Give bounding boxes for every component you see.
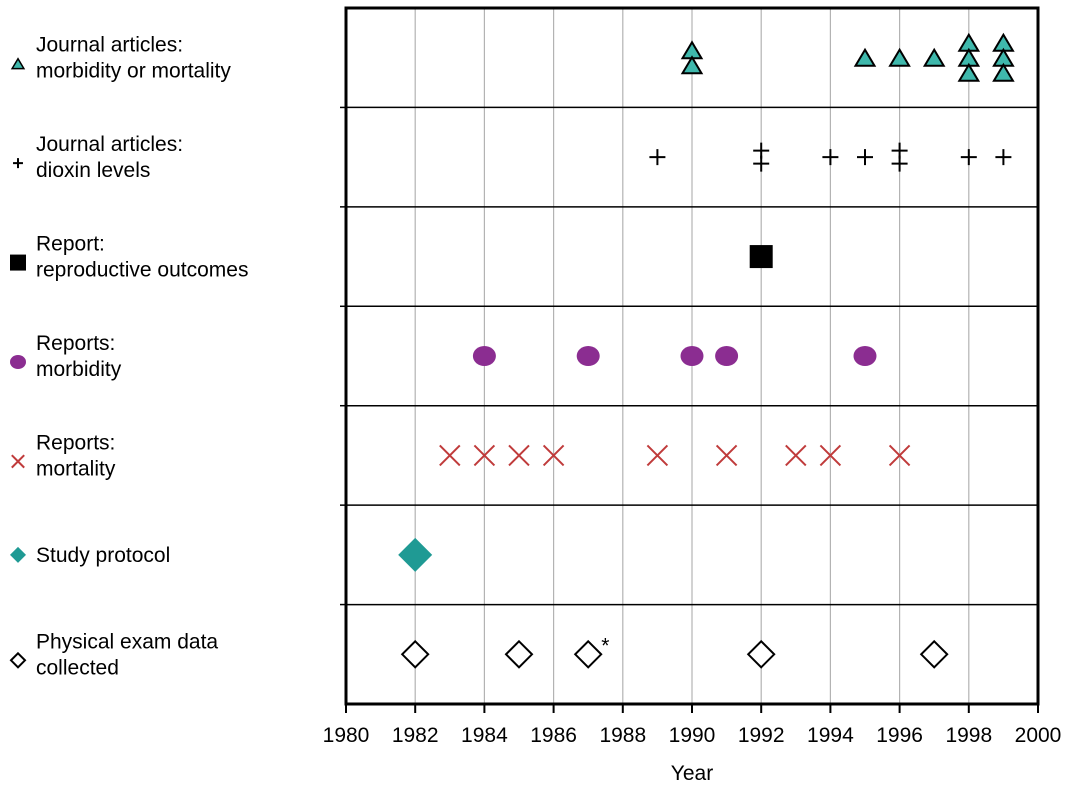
series-2-point-1995 <box>857 149 873 166</box>
series-5-point-1989 <box>646 444 669 467</box>
x-tick-label-1988: 1988 <box>599 724 646 747</box>
series-5-label-line-2: mortality <box>36 457 116 480</box>
series-6-legend-marker <box>10 546 26 563</box>
series-1-point-1995 <box>853 47 877 67</box>
series-2-label-line-2: dioxin levels <box>36 159 150 182</box>
x-tick-label-1998: 1998 <box>945 724 992 747</box>
series-2-point-1994 <box>822 149 839 166</box>
series-5-point-1996 <box>888 444 911 467</box>
series-4-legend-marker <box>10 355 26 369</box>
series-6-label-line-1: Study protocol <box>36 544 170 567</box>
series-2-legend-marker <box>13 158 23 169</box>
series-4-point-1984 <box>472 346 496 366</box>
series-4-label-line-1: Reports: <box>36 332 115 355</box>
x-axis: 1980 1982 1984 1986 1988 1990 1992 1994 1996 1998… <box>323 704 1062 747</box>
series-4-point-1987 <box>576 346 600 366</box>
series-7-point-1982 <box>400 639 430 669</box>
series-7-point-1987 <box>573 639 603 669</box>
series-2-point-1996-2 <box>891 155 908 172</box>
series-1-point-1997 <box>922 47 946 67</box>
series-7-legend-marker <box>9 651 27 669</box>
x-tick-label-1982: 1982 <box>392 724 439 747</box>
x-tick-label-1990: 1990 <box>669 724 716 747</box>
series-1-label-line-2: morbidity or mortality <box>36 60 231 83</box>
series-5-point-1994 <box>819 444 842 467</box>
series-5-point-1983 <box>439 444 461 467</box>
series-7-label-line-2: collected <box>36 656 119 679</box>
series-6-point-1982 <box>398 537 433 572</box>
data-marks: * <box>398 32 1015 669</box>
series-5-point-1991 <box>715 444 738 467</box>
x-tick-label-1984: 1984 <box>461 724 508 747</box>
series-3-point-1992 <box>749 245 773 269</box>
series-7-point-1997 <box>919 639 949 669</box>
x-axis-title: Year <box>671 762 713 785</box>
series-1-point-1998-3 <box>957 62 981 82</box>
plot-frame <box>344 6 1040 706</box>
series-2-point-1998 <box>960 149 977 166</box>
x-tick-label-1994: 1994 <box>807 724 854 747</box>
series-5-point-1993 <box>785 444 807 467</box>
series-4-point-1990 <box>680 346 704 366</box>
x-tick-label-1980: 1980 <box>323 724 370 747</box>
series-3-label-line-1: Report: <box>36 233 105 256</box>
series-4-point-1991 <box>715 346 739 366</box>
series-2-point-1992-2 <box>753 155 770 172</box>
series-3-legend-marker <box>10 254 26 271</box>
series-1-point-1996 <box>888 47 911 67</box>
series-1-legend-marker <box>10 57 26 70</box>
series-7-point-1992 <box>746 639 776 669</box>
x-tick-label-2000: 2000 <box>1015 724 1062 747</box>
series-4-point-1995 <box>853 346 877 366</box>
series-2-label-line-1: Journal articles: <box>36 133 183 156</box>
series-5-legend-marker <box>11 454 25 469</box>
series-3-label-line-2: reproductive outcomes <box>36 259 248 282</box>
series-5-label-line-1: Reports: <box>36 431 115 454</box>
series-7-annotation-1987: * <box>601 634 609 657</box>
series-1-label-line-1: Journal articles: <box>36 34 183 57</box>
x-tick-label-1992: 1992 <box>738 724 785 747</box>
x-tick-label-1986: 1986 <box>530 724 577 747</box>
series-7-label-line-1: Physical exam data <box>36 630 218 653</box>
series-5-point-1984 <box>473 444 496 467</box>
series-1-point-1999-3 <box>992 62 1015 82</box>
series-5-point-1986 <box>542 444 565 467</box>
series-1-point-1990-2 <box>680 55 704 75</box>
x-tick-label-1996: 1996 <box>876 724 923 747</box>
series-4-label-line-2: morbidity <box>36 358 122 381</box>
series-2-point-1999 <box>995 149 1012 166</box>
series-5-point-1985 <box>508 444 530 467</box>
series-2-point-1989 <box>649 149 666 166</box>
series-7-point-1985 <box>504 639 534 669</box>
row-labels: Journal articles: morbidity or mortality J… <box>9 34 248 679</box>
